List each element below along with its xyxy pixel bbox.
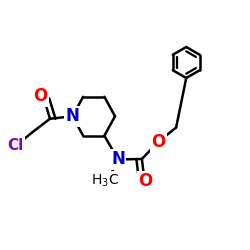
Text: O: O — [34, 87, 48, 105]
Text: N: N — [66, 107, 80, 125]
Text: O: O — [151, 133, 165, 151]
Text: H$_3$C: H$_3$C — [91, 172, 119, 189]
Text: Cl: Cl — [8, 138, 24, 153]
Text: N: N — [111, 150, 125, 168]
Text: O: O — [138, 172, 152, 190]
